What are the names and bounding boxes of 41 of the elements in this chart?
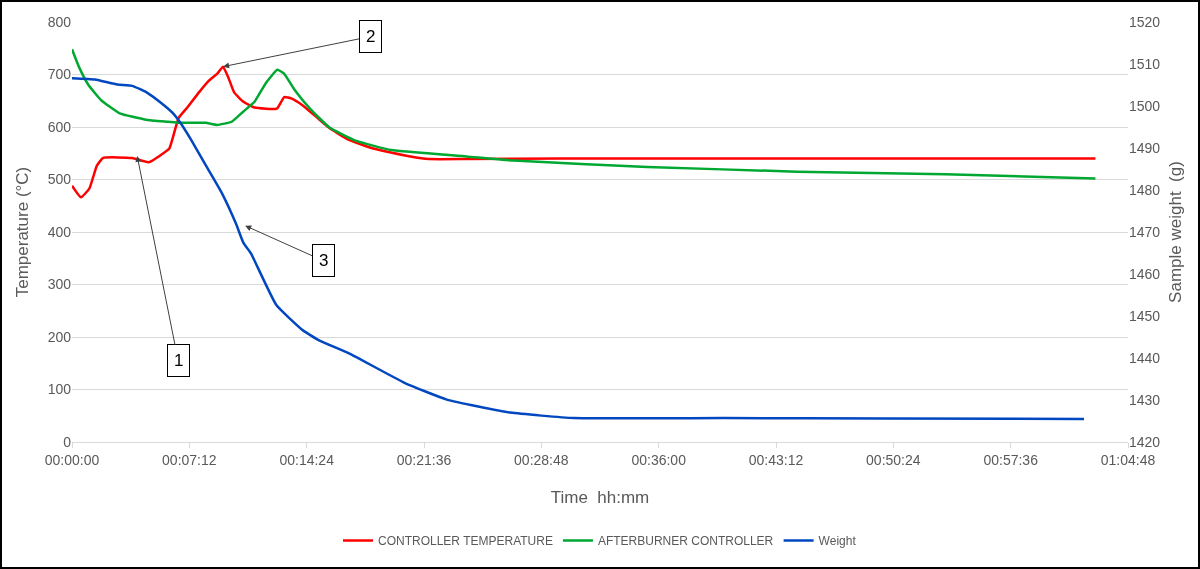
y-tick-label: 800 (47, 13, 72, 30)
x-axis-title: Time hh:mm (550, 488, 650, 507)
y2-tick-label: 1420 (1129, 433, 1161, 450)
y2-tick-label: 1460 (1129, 265, 1161, 282)
annotation: 1 (174, 351, 184, 370)
line-series (72, 77, 1086, 421)
y-tick-label: 600 (47, 118, 72, 135)
y2-tick-label: 1480 (1129, 181, 1161, 198)
y2-tick-label: 1430 (1129, 391, 1161, 408)
y2-tick-label: 1440 (1129, 349, 1161, 366)
y2-tick-label: 1450 (1129, 307, 1161, 324)
y2-tick-label: 1520 (1129, 13, 1161, 30)
legend-label: Weight (818, 534, 857, 549)
y2-tick-label: 1510 (1129, 55, 1161, 72)
x-tick-label: 00:28:48 (514, 451, 569, 468)
x-tick-label: 00:43:12 (748, 451, 804, 468)
legend-label: CONTROLLER TEMPERATURE (378, 534, 553, 549)
y2-tick-label: 1500 (1129, 97, 1161, 114)
y-tick-label: 0 (63, 433, 72, 450)
x-tick-label: 00:21:36 (396, 451, 452, 468)
y-tick-label: 500 (47, 171, 72, 188)
x-tick-label: 01:04:48 (1100, 451, 1156, 468)
y-tick-label: 400 (47, 223, 72, 240)
x-tick-label: 00:50:24 (866, 451, 921, 468)
y-tick-label: 100 (47, 381, 72, 398)
annotation: 3 (319, 251, 329, 270)
legend-label: AFTERBURNER CONTROLLER (597, 534, 774, 549)
y-tick-label: 700 (47, 66, 72, 83)
annotation: 2 (366, 27, 376, 46)
y-tick-label: 300 (47, 276, 72, 293)
y2-tick-label: 1490 (1129, 139, 1161, 156)
line-series (72, 48, 1097, 180)
x-tick-label: 00:36:00 (631, 451, 687, 468)
y-tick-label: 200 (47, 328, 72, 345)
y2-tick-label: 1470 (1129, 223, 1161, 240)
x-tick-label: 00:57:36 (983, 451, 1039, 468)
y2-axis-title: Sample weight (g) (1165, 161, 1185, 303)
x-tick-label: 00:14:24 (279, 451, 335, 468)
y-axis-title: Temperature (°C) (13, 166, 32, 298)
x-tick-label: 00:00:00 (44, 451, 100, 468)
x-tick-label: 00:07:12 (162, 451, 217, 468)
